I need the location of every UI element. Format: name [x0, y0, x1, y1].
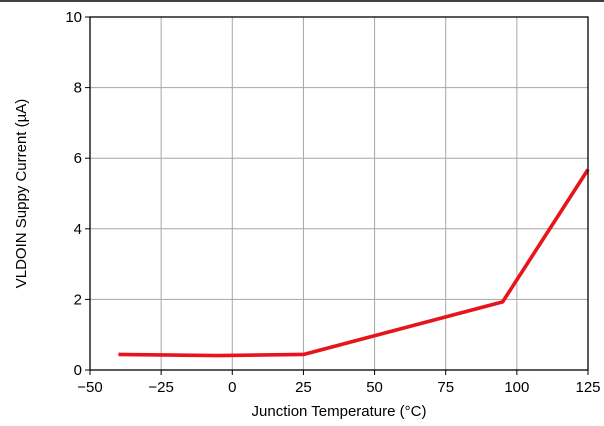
y-tick-label: 8 [74, 80, 82, 97]
x-tick-label: 125 [575, 379, 600, 396]
y-axis-title: VLDOIN Suppy Current (µA) [13, 99, 30, 289]
y-tick-label: 0 [74, 362, 82, 379]
series-line [118, 168, 590, 358]
y-tick-label: 2 [74, 291, 82, 308]
x-tick-label: −50 [77, 379, 102, 396]
x-tick-label: 100 [504, 379, 529, 396]
x-tick-label: 75 [437, 379, 454, 396]
x-tick-label: 50 [366, 379, 383, 396]
y-tick-label: 6 [74, 150, 82, 167]
series-layer [118, 168, 590, 358]
y-tick-label: 4 [74, 221, 82, 238]
y-axis: 0 2 4 6 8 10 [65, 9, 90, 379]
x-tick-label: 0 [228, 379, 236, 396]
x-axis: −50 −25 0 25 50 75 100 125 [77, 370, 601, 396]
x-tick-label: −25 [148, 379, 173, 396]
grid [90, 17, 588, 370]
plot-frame [89, 16, 589, 371]
y-tick-label: 10 [65, 9, 82, 26]
x-tick-label: 25 [295, 379, 312, 396]
x-axis-title: Junction Temperature (°C) [252, 403, 427, 420]
